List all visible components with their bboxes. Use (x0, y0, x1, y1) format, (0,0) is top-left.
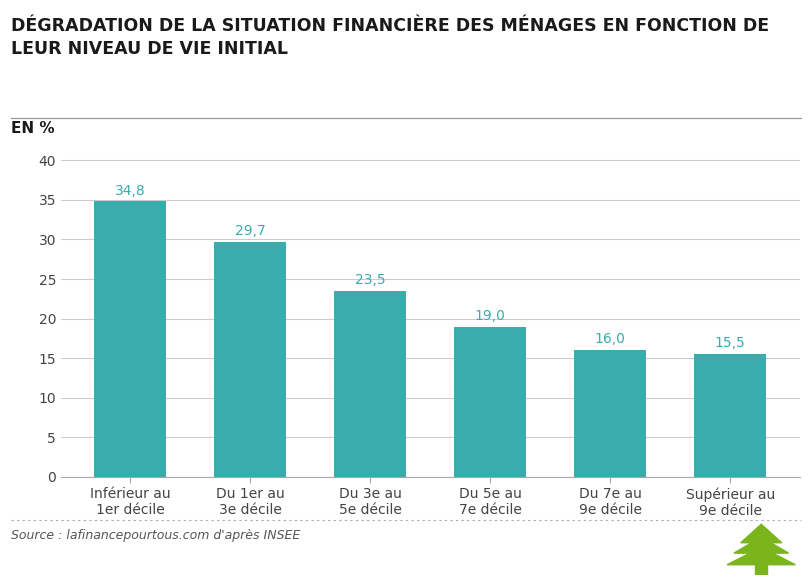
Text: EN %: EN % (11, 121, 54, 136)
Text: DÉGRADATION DE LA SITUATION FINANCIÈRE DES MÉNAGES EN FONCTION DE
LEUR NIVEAU DE: DÉGRADATION DE LA SITUATION FINANCIÈRE D… (11, 17, 768, 58)
Polygon shape (754, 562, 766, 575)
Bar (94, 202, 166, 477)
Bar (334, 291, 406, 477)
Bar (573, 350, 646, 477)
Text: Source : lafinancepourtous.com d'après INSEE: Source : lafinancepourtous.com d'après I… (11, 529, 299, 542)
Text: 19,0: 19,0 (474, 309, 505, 323)
Bar (693, 354, 766, 477)
Text: 23,5: 23,5 (354, 273, 385, 287)
Bar (214, 242, 286, 477)
Text: 29,7: 29,7 (234, 224, 265, 238)
Polygon shape (733, 537, 787, 553)
Text: 16,0: 16,0 (594, 332, 625, 346)
Polygon shape (727, 547, 795, 565)
Text: 34,8: 34,8 (115, 184, 146, 198)
Polygon shape (740, 524, 781, 543)
Bar (454, 327, 526, 477)
Text: 15,5: 15,5 (714, 336, 744, 350)
